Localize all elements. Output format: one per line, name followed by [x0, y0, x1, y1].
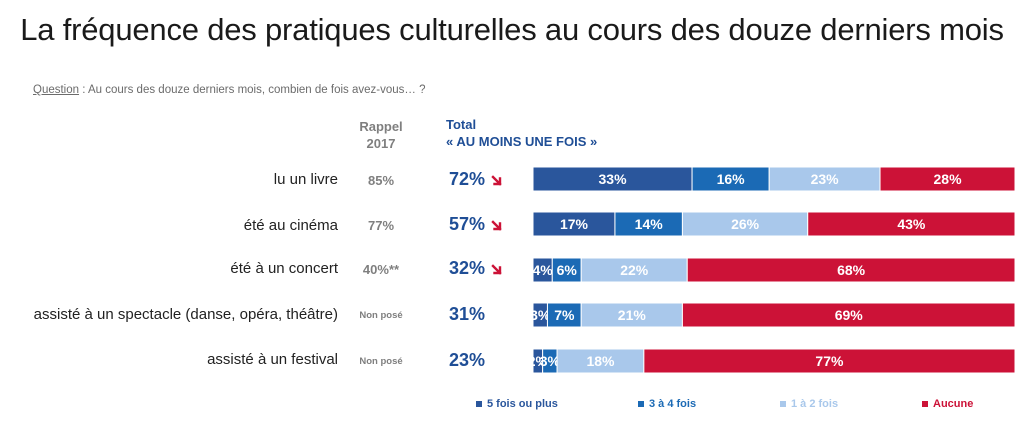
bar-data-label: 21%: [618, 307, 647, 323]
total-value: 72%: [449, 169, 486, 189]
rappel-header: Rappel 2017: [346, 118, 416, 152]
legend-item-5-plus: 5 fois ou plus: [476, 398, 558, 410]
bar-data-label: 7%: [554, 307, 575, 323]
rappel-value: Non posé: [359, 356, 403, 367]
bar-segment: [551, 257, 582, 283]
rappel-value: Non posé: [359, 310, 403, 321]
total-header-line1: Total: [446, 117, 477, 132]
bar-segment: [614, 211, 683, 237]
legend-swatch: [638, 401, 644, 407]
bar-data-label: 6%: [557, 262, 578, 278]
question-line: Question : Au cours des douze derniers m…: [33, 84, 425, 96]
row-label: été à un concert: [230, 260, 338, 277]
legend-swatch: [922, 401, 928, 407]
trend-down-arrow-icon: [491, 220, 502, 231]
bar-segment: [580, 257, 688, 283]
rappel-value: 40%**: [362, 262, 400, 277]
bar-data-label: 16%: [717, 171, 746, 187]
bar-segment: [691, 166, 770, 192]
rappel-value: 77%: [367, 218, 395, 233]
bar-data-label: 4%: [533, 262, 554, 278]
bar-row: 2%3% 18% 77%: [528, 348, 1016, 374]
bar-row: 33% 16% 23% 28%: [532, 166, 1016, 192]
total-value: 57%: [449, 214, 486, 234]
bar-segment: [546, 302, 582, 328]
bar-data-label: 17%: [560, 216, 589, 232]
trend-down-arrow-icon: [491, 264, 502, 275]
total-value: 32%: [449, 258, 486, 278]
legend-item-1-2: 1 à 2 fois: [780, 398, 838, 410]
bar-segment: [556, 348, 645, 374]
bar-data-label: 3%: [540, 353, 561, 369]
bar-data-label: 69%: [835, 307, 864, 323]
bar-data-label: 28%: [934, 171, 963, 187]
bar-data-label: 18%: [586, 353, 615, 369]
bar-row: 4% 6% 22% 68%: [532, 257, 1016, 283]
total-value: 23%: [449, 350, 486, 370]
bar-data-label: 3%: [530, 307, 551, 323]
bar-data-label: 22%: [620, 262, 649, 278]
legend-swatch: [780, 401, 786, 407]
bar-segment: [686, 257, 1016, 283]
bar-segment: [681, 211, 809, 237]
rappel-header-line2: 2017: [366, 136, 396, 151]
rappel-value: 85%: [367, 173, 395, 188]
legend-label: 1 à 2 fois: [791, 398, 839, 410]
legend-item-3-4: 3 à 4 fois: [638, 398, 696, 410]
row-label: assisté à un festival: [207, 351, 338, 368]
total-value: 31%: [449, 304, 486, 324]
bar-data-label: 33%: [599, 171, 628, 187]
bar-data-label: 23%: [811, 171, 840, 187]
row-label: été au cinéma: [243, 217, 338, 234]
row-label: lu un livre: [273, 171, 338, 188]
bar-segment: [807, 211, 1016, 237]
bar-data-label: 43%: [897, 216, 926, 232]
row-label: assisté à un spectacle (danse, opéra, th…: [33, 306, 338, 323]
legend-label: 5 fois ou plus: [487, 398, 558, 410]
bar-segment: [681, 302, 1016, 328]
legend-swatch: [476, 401, 482, 407]
total-header: Total « AU MOINS UNE FOIS »: [446, 116, 597, 150]
bar-data-label: 68%: [837, 262, 866, 278]
bar-data-label: 77%: [815, 353, 844, 369]
bar-segment: [643, 348, 1016, 374]
bar-segment: [879, 166, 1016, 192]
bar-segment: [532, 211, 616, 237]
bar-data-label: 26%: [731, 216, 760, 232]
bar-row: 3% 7% 21% 69%: [530, 302, 1016, 328]
question-text: : Au cours des douze derniers mois, comb…: [79, 84, 426, 96]
question-label: Question: [33, 84, 80, 96]
total-header-line2: « AU MOINS UNE FOIS »: [446, 134, 598, 149]
legend-item-aucune: Aucune: [922, 398, 973, 410]
bar-data-label: 14%: [635, 216, 664, 232]
legend-label: Aucune: [933, 398, 974, 410]
rappel-header-line1: Rappel: [359, 119, 403, 134]
bar-row: 17% 14% 26% 43%: [532, 211, 1016, 237]
trend-down-arrow-icon: [491, 175, 502, 186]
legend-label: 3 à 4 fois: [649, 398, 697, 410]
chart-title: La fréquence des pratiques culturelles a…: [20, 12, 1004, 47]
